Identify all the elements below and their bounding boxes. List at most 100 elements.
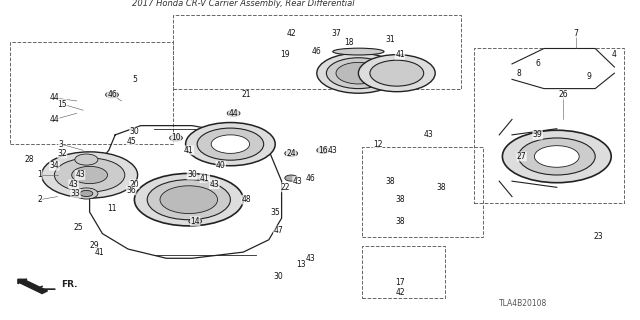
Text: 15: 15	[57, 100, 67, 108]
Bar	[362, 147, 483, 237]
Text: 21: 21	[242, 90, 251, 99]
Text: 31: 31	[385, 35, 396, 44]
Circle shape	[189, 218, 202, 224]
Text: 44: 44	[49, 93, 60, 102]
Text: 11: 11	[108, 204, 116, 213]
Text: 41: 41	[94, 248, 104, 257]
Text: 2: 2	[37, 195, 42, 204]
Text: 38: 38	[395, 217, 405, 226]
Text: 42: 42	[395, 288, 405, 297]
Circle shape	[134, 173, 243, 226]
Text: 27: 27	[516, 152, 527, 161]
Text: 7: 7	[573, 28, 579, 37]
Text: 1: 1	[37, 171, 42, 180]
Text: 43: 43	[305, 254, 316, 263]
Text: 30: 30	[273, 272, 284, 281]
Text: 16: 16	[318, 146, 328, 155]
Text: 6: 6	[535, 60, 540, 68]
Circle shape	[75, 188, 98, 199]
Text: 40: 40	[216, 161, 226, 170]
Circle shape	[518, 138, 595, 175]
Text: 43: 43	[292, 177, 303, 186]
Text: 10: 10	[171, 133, 181, 142]
Text: 43: 43	[68, 180, 79, 189]
Text: 38: 38	[436, 183, 447, 192]
Text: 30: 30	[187, 171, 197, 180]
Text: 19: 19	[280, 50, 290, 59]
Circle shape	[106, 92, 118, 98]
Text: 26: 26	[558, 90, 568, 99]
Text: 41: 41	[184, 146, 194, 155]
Text: 9: 9	[586, 72, 591, 81]
Text: 33: 33	[70, 189, 81, 198]
Circle shape	[75, 154, 98, 165]
Text: 41: 41	[395, 50, 405, 59]
Text: FR.: FR.	[61, 280, 77, 289]
Circle shape	[211, 135, 250, 153]
Bar	[474, 49, 624, 203]
Bar	[362, 246, 445, 299]
Text: 43: 43	[75, 171, 85, 180]
Circle shape	[54, 158, 125, 192]
Circle shape	[186, 123, 275, 166]
Circle shape	[227, 110, 240, 116]
Circle shape	[285, 175, 298, 181]
Circle shape	[370, 60, 424, 86]
Circle shape	[534, 146, 579, 167]
Text: 42: 42	[286, 28, 296, 37]
Circle shape	[72, 166, 108, 184]
Circle shape	[317, 147, 330, 153]
Text: 46: 46	[305, 173, 316, 183]
Text: 14: 14	[190, 217, 200, 226]
Text: 48: 48	[241, 195, 252, 204]
Circle shape	[317, 53, 400, 93]
Text: 36: 36	[126, 186, 136, 195]
Text: 46: 46	[107, 90, 117, 99]
Text: 43: 43	[328, 146, 338, 155]
Text: 2017 Honda CR-V Carrier Assembly, Rear Differential: 2017 Honda CR-V Carrier Assembly, Rear D…	[132, 0, 355, 8]
Text: 28: 28	[24, 155, 33, 164]
Circle shape	[285, 150, 298, 156]
Bar	[10, 42, 173, 144]
Text: 18: 18	[344, 38, 353, 47]
Text: 5: 5	[132, 75, 137, 84]
Circle shape	[147, 180, 230, 220]
Text: 32: 32	[57, 149, 67, 158]
Text: 24: 24	[286, 149, 296, 158]
Text: 29: 29	[90, 242, 100, 251]
Text: 39: 39	[532, 130, 543, 140]
Text: 4: 4	[612, 50, 617, 59]
Text: 8: 8	[516, 69, 521, 78]
Text: 46: 46	[312, 47, 322, 56]
Text: TLA4B20108: TLA4B20108	[499, 299, 547, 308]
Circle shape	[197, 128, 264, 160]
Circle shape	[326, 58, 390, 89]
Circle shape	[336, 62, 381, 84]
Text: 20: 20	[129, 180, 140, 189]
Text: 17: 17	[395, 278, 405, 287]
Text: 34: 34	[49, 161, 60, 170]
Ellipse shape	[333, 48, 384, 55]
Circle shape	[160, 186, 218, 213]
Circle shape	[170, 135, 182, 141]
Text: 30: 30	[129, 127, 140, 136]
Text: 44: 44	[228, 109, 239, 118]
Text: 22: 22	[280, 183, 289, 192]
Text: 35: 35	[270, 207, 280, 217]
Circle shape	[42, 152, 138, 198]
Text: 45: 45	[126, 137, 136, 146]
Text: 43: 43	[424, 130, 434, 140]
Text: 25: 25	[73, 223, 83, 232]
Circle shape	[502, 130, 611, 183]
Text: 41: 41	[200, 173, 210, 183]
Text: 12: 12	[373, 140, 382, 148]
Text: 23: 23	[593, 232, 604, 241]
Text: 38: 38	[395, 195, 405, 204]
FancyArrow shape	[18, 279, 47, 293]
Bar	[173, 14, 461, 89]
Circle shape	[80, 190, 93, 196]
Text: 44: 44	[49, 115, 60, 124]
Text: 13: 13	[296, 260, 306, 269]
Text: 43: 43	[209, 180, 220, 189]
Circle shape	[358, 55, 435, 92]
